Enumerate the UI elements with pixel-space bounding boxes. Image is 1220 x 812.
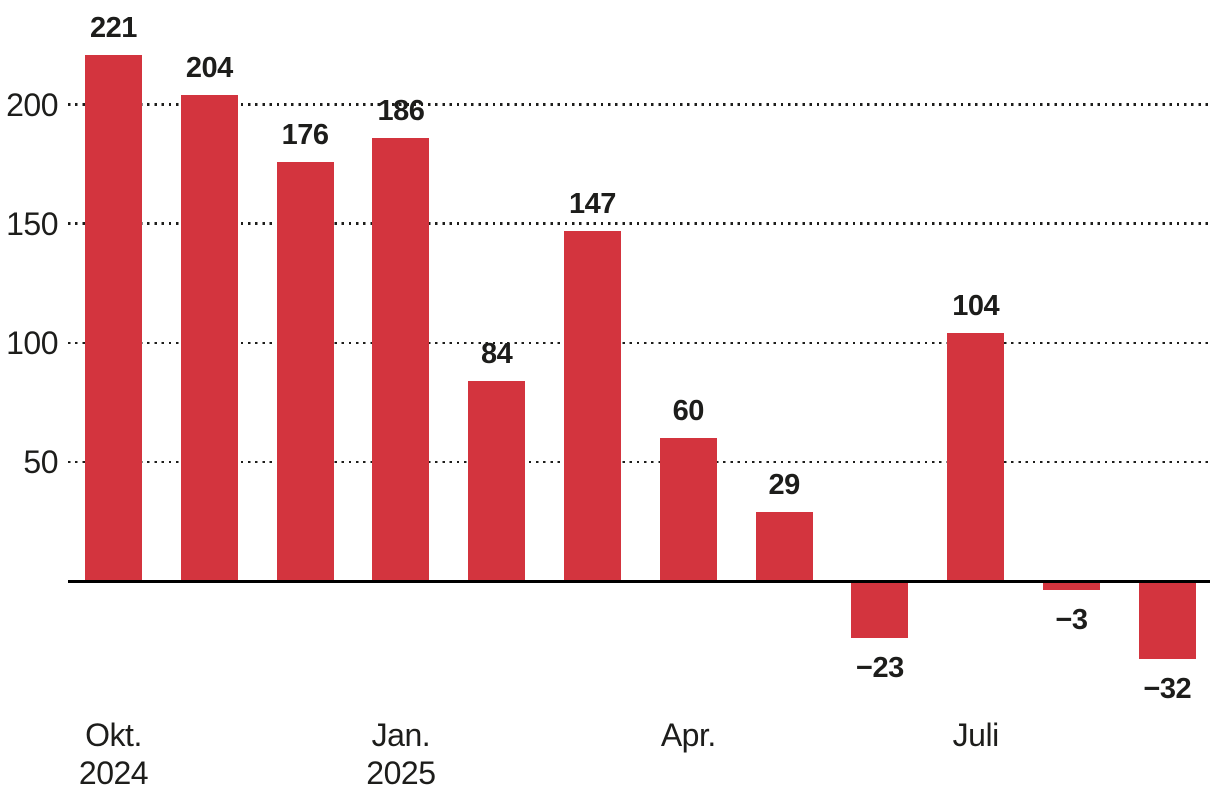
- bar: [276, 161, 334, 581]
- x-axis-tick-label-line: Jan.: [371, 717, 431, 753]
- x-axis-tick-label-line: 2025: [366, 755, 436, 791]
- y-gridline: [68, 103, 1210, 106]
- bar: [564, 230, 621, 581]
- bar-value-label: 29: [768, 468, 800, 501]
- bar-value-label: −32: [1143, 673, 1192, 706]
- y-gridline: [68, 460, 1210, 464]
- bar: [85, 54, 142, 581]
- bar: [947, 333, 1005, 581]
- x-axis-tick-label-line: 2024: [78, 755, 149, 791]
- x-axis-tick-label: Okt. 2024: [29, 716, 199, 792]
- bar-value-label: −3: [1055, 604, 1088, 637]
- bar-value-label: 104: [952, 290, 1000, 323]
- bar-value-label: 147: [569, 187, 616, 220]
- x-axis-tick-label-line: Juli: [952, 717, 1000, 753]
- bar-value-label: 60: [672, 395, 705, 428]
- bar-value-label: 204: [185, 52, 233, 85]
- y-gridline: [68, 341, 1210, 345]
- bar: [1043, 583, 1100, 591]
- bar-value-label: 221: [90, 11, 137, 44]
- x-axis-tick-label: Apr.: [603, 716, 773, 754]
- x-axis-tick-label-line: Apr.: [660, 717, 716, 753]
- bar: [1138, 583, 1196, 660]
- y-gridline: [68, 222, 1210, 225]
- bar-value-label: −23: [856, 651, 904, 684]
- bar: [659, 438, 717, 581]
- bar: [372, 137, 430, 581]
- y-axis-tick-label: 150: [6, 205, 58, 242]
- bar: [468, 380, 526, 581]
- bar-value-label: 84: [481, 337, 513, 370]
- bar-value-label: 186: [377, 94, 425, 127]
- y-axis-tick-label: 50: [23, 443, 58, 480]
- bar: [755, 511, 813, 581]
- bar: [180, 95, 238, 581]
- bar: [851, 583, 909, 638]
- y-axis-tick-label: 100: [6, 324, 58, 361]
- bar-value-label: 176: [281, 118, 329, 151]
- x-axis-line: [68, 580, 1210, 583]
- x-axis-tick-label-line: Okt.: [85, 717, 142, 753]
- y-axis-tick-label: 200: [6, 86, 58, 123]
- x-axis-tick-label: Jan. 2025: [316, 716, 486, 792]
- x-axis-tick-label: Juli: [891, 716, 1061, 754]
